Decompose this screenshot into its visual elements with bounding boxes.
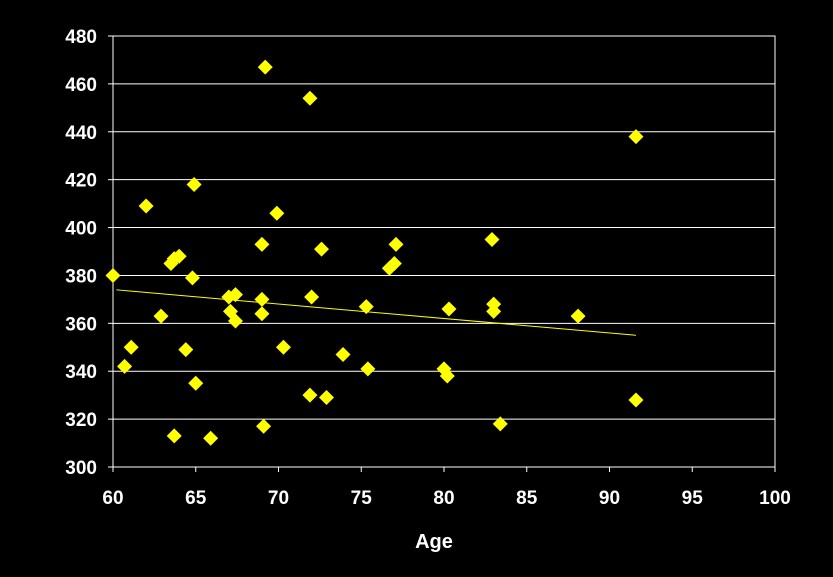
data-point bbox=[628, 392, 644, 408]
x-tick-label: 90 bbox=[599, 488, 620, 509]
data-point bbox=[492, 416, 508, 432]
x-axis-title: Age bbox=[415, 531, 453, 553]
data-point bbox=[227, 313, 243, 329]
y-tick-label: 360 bbox=[65, 314, 97, 335]
data-point bbox=[484, 232, 500, 248]
data-point bbox=[153, 308, 169, 324]
y-tick-label: 440 bbox=[65, 123, 97, 144]
data-point bbox=[171, 248, 187, 264]
data-point bbox=[302, 90, 318, 106]
x-tick-label: 100 bbox=[759, 488, 791, 509]
data-point bbox=[269, 205, 285, 221]
y-axis: 300 320 340 360 380 400 420 440 460 480 bbox=[65, 27, 113, 479]
y-tick-label: 480 bbox=[65, 27, 97, 48]
data-point bbox=[388, 236, 404, 252]
y-tick-label: 320 bbox=[65, 410, 97, 431]
x-tick-label: 95 bbox=[682, 488, 704, 509]
data-point bbox=[254, 236, 270, 252]
x-tick-label: 80 bbox=[433, 488, 454, 509]
data-point bbox=[138, 198, 154, 214]
data-point bbox=[314, 241, 330, 257]
data-point bbox=[227, 287, 243, 303]
data-point bbox=[570, 308, 586, 324]
data-point bbox=[318, 390, 334, 406]
data-point bbox=[186, 176, 202, 192]
x-axis: 60 65 70 75 80 85 90 95 100 bbox=[102, 467, 791, 509]
y-tick-label: 420 bbox=[65, 171, 97, 192]
data-point bbox=[275, 339, 291, 355]
data-point bbox=[486, 303, 502, 319]
data-point bbox=[254, 291, 270, 307]
data-point bbox=[304, 289, 320, 305]
data-point bbox=[117, 358, 133, 374]
data-point bbox=[203, 430, 219, 446]
data-point bbox=[360, 361, 376, 377]
data-point bbox=[628, 129, 644, 145]
data-point bbox=[256, 418, 272, 434]
data-point bbox=[105, 267, 121, 283]
data-point bbox=[123, 339, 139, 355]
data-point bbox=[441, 301, 457, 317]
data-point bbox=[302, 387, 318, 403]
y-tick-label: 380 bbox=[65, 266, 97, 287]
x-tick-label: 75 bbox=[351, 488, 373, 509]
data-points bbox=[105, 59, 644, 446]
y-tick-label: 400 bbox=[65, 219, 97, 240]
data-point bbox=[386, 255, 402, 271]
x-tick-label: 85 bbox=[516, 488, 538, 509]
x-tick-label: 70 bbox=[268, 488, 289, 509]
trendline bbox=[116, 289, 637, 336]
data-point bbox=[254, 306, 270, 322]
data-point bbox=[439, 368, 455, 384]
data-point bbox=[257, 59, 273, 75]
x-tick-label: 60 bbox=[102, 488, 123, 509]
data-point bbox=[178, 342, 194, 358]
data-point bbox=[184, 270, 200, 286]
y-tick-label: 300 bbox=[65, 458, 97, 479]
y-tick-label: 460 bbox=[65, 75, 97, 96]
data-point bbox=[166, 428, 182, 444]
x-tick-label: 65 bbox=[185, 488, 207, 509]
y-tick-label: 340 bbox=[65, 362, 97, 383]
data-point bbox=[335, 346, 351, 362]
data-point bbox=[188, 375, 204, 391]
data-point bbox=[358, 299, 374, 315]
